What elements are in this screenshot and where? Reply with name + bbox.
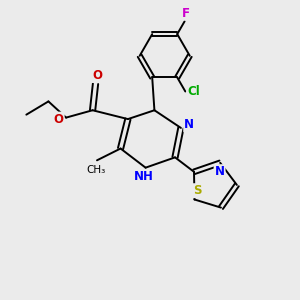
Text: S: S bbox=[193, 184, 202, 197]
Text: F: F bbox=[182, 7, 190, 20]
Text: CH₃: CH₃ bbox=[86, 165, 105, 175]
Text: N: N bbox=[184, 118, 194, 131]
Text: Cl: Cl bbox=[187, 85, 200, 98]
Text: N: N bbox=[214, 165, 225, 178]
Text: O: O bbox=[92, 69, 102, 82]
Text: NH: NH bbox=[134, 170, 154, 183]
Text: O: O bbox=[54, 112, 64, 126]
